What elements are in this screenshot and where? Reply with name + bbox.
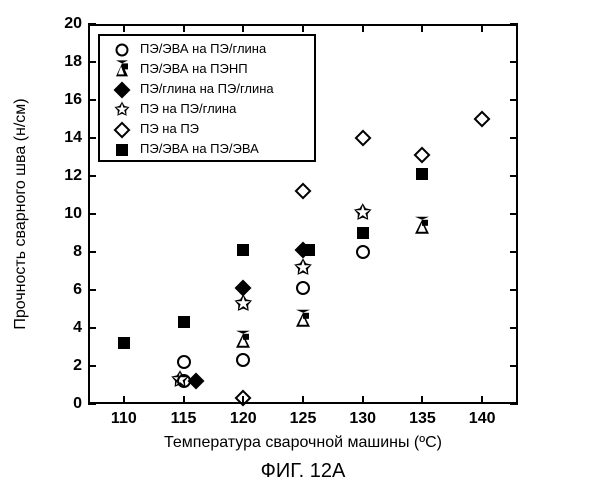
legend-marker: ✩ <box>115 101 129 118</box>
x-tick-label: 135 <box>409 410 436 428</box>
y-tick <box>510 61 518 63</box>
y-tick <box>510 175 518 177</box>
data-point: ✩ <box>235 294 252 314</box>
data-point: ✩ <box>295 258 312 278</box>
data-point <box>296 281 310 295</box>
data-point <box>414 147 431 164</box>
y-tick <box>88 175 96 177</box>
data-point <box>187 373 204 390</box>
x-tick <box>242 24 244 32</box>
data-point <box>178 316 190 328</box>
y-tick-label: 2 <box>73 357 82 375</box>
legend-label: ПЭ/ЭВА на ПЭ/глина <box>140 41 266 56</box>
y-tick <box>510 289 518 291</box>
x-tick-label: 110 <box>111 410 137 428</box>
y-tick-label: 20 <box>64 15 82 33</box>
chart-container: 11011512012513013514002468101214161820✩✩… <box>0 0 595 500</box>
legend-marker <box>114 82 131 99</box>
data-point: ✩ <box>172 370 189 390</box>
y-tick-label: 16 <box>64 91 82 109</box>
data-point <box>295 183 312 200</box>
x-tick-label: 140 <box>469 410 496 428</box>
data-point <box>303 244 315 256</box>
x-tick-label: 125 <box>290 410 317 428</box>
legend-marker <box>116 60 128 76</box>
x-axis-label: Температура сварочной машины (ºС) <box>164 434 442 452</box>
y-tick <box>510 213 518 215</box>
data-point <box>236 331 250 348</box>
x-tick <box>481 396 483 404</box>
data-point <box>416 168 428 180</box>
data-point <box>354 130 371 147</box>
y-tick-label: 0 <box>73 395 82 413</box>
data-point <box>237 244 249 256</box>
data-point: ✩ <box>354 203 371 223</box>
y-tick <box>510 327 518 329</box>
data-point <box>296 310 310 327</box>
x-tick <box>183 396 185 404</box>
legend-label: ПЭ/глина на ПЭ/глина <box>140 81 274 96</box>
y-tick <box>88 327 96 329</box>
legend-row: ПЭ/ЭВА на ПЭ/ЭВА <box>100 140 314 160</box>
y-tick <box>88 23 96 25</box>
x-tick-label: 120 <box>230 410 257 428</box>
legend-row: ПЭ на ПЭ <box>100 120 314 140</box>
y-tick-label: 14 <box>64 129 82 147</box>
y-tick <box>88 137 96 139</box>
figure-caption: ФИГ. 12А <box>261 460 346 483</box>
data-point <box>177 355 191 369</box>
legend-box: ПЭ/ЭВА на ПЭ/глина ПЭ/ЭВА на ПЭНП ПЭ/глина… <box>98 34 316 162</box>
y-tick <box>510 403 518 405</box>
legend-marker <box>116 144 128 156</box>
y-tick-label: 4 <box>73 319 82 337</box>
x-tick <box>421 24 423 32</box>
y-tick <box>510 23 518 25</box>
x-tick <box>421 396 423 404</box>
x-tick <box>183 24 185 32</box>
x-tick <box>362 396 364 404</box>
x-tick <box>481 24 483 32</box>
data-point <box>118 337 130 349</box>
legend-row: ✩ ПЭ на ПЭ/глина <box>100 100 314 120</box>
y-tick <box>88 99 96 101</box>
data-point <box>236 353 250 367</box>
y-tick <box>510 137 518 139</box>
legend-label: ПЭ на ПЭ/глина <box>140 101 236 116</box>
x-tick <box>302 396 304 404</box>
y-tick <box>88 213 96 215</box>
legend-label: ПЭ/ЭВА на ПЭ/ЭВА <box>140 141 259 156</box>
y-tick <box>88 251 96 253</box>
legend-label: ПЭ/ЭВА на ПЭНП <box>140 61 248 76</box>
x-tick-label: 130 <box>349 410 376 428</box>
y-tick <box>510 99 518 101</box>
legend-marker <box>116 44 129 57</box>
y-tick <box>88 365 96 367</box>
y-tick-label: 8 <box>73 243 82 261</box>
y-tick <box>88 403 96 405</box>
legend-marker <box>114 122 131 139</box>
legend-row: ПЭ/глина на ПЭ/глина <box>100 80 314 100</box>
x-tick <box>302 24 304 32</box>
legend-row: ПЭ/ЭВА на ПЭ/глина <box>100 40 314 60</box>
y-tick <box>88 61 96 63</box>
data-point <box>357 227 369 239</box>
data-point <box>415 217 429 234</box>
x-tick <box>123 396 125 404</box>
legend-row: ПЭ/ЭВА на ПЭНП <box>100 60 314 80</box>
y-tick <box>510 251 518 253</box>
y-axis-label: Прочность сварного шва (н/см) <box>12 98 30 329</box>
x-tick <box>362 24 364 32</box>
legend-label: ПЭ на ПЭ <box>140 121 199 136</box>
y-tick-label: 6 <box>73 281 82 299</box>
y-tick-label: 10 <box>64 205 82 223</box>
y-tick <box>88 289 96 291</box>
x-tick-label: 115 <box>171 410 197 428</box>
y-tick <box>510 365 518 367</box>
y-tick-label: 12 <box>64 167 82 185</box>
data-point <box>235 390 252 407</box>
data-point <box>474 111 491 128</box>
data-point <box>356 245 370 259</box>
y-tick-label: 18 <box>64 53 82 71</box>
x-tick <box>123 24 125 32</box>
